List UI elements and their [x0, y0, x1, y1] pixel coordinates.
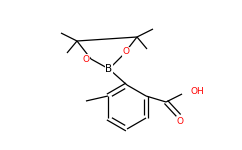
Text: O: O: [177, 117, 183, 126]
Text: B: B: [106, 64, 113, 74]
Text: O: O: [122, 48, 129, 57]
Text: O: O: [83, 54, 90, 63]
Text: OH: OH: [190, 87, 204, 96]
